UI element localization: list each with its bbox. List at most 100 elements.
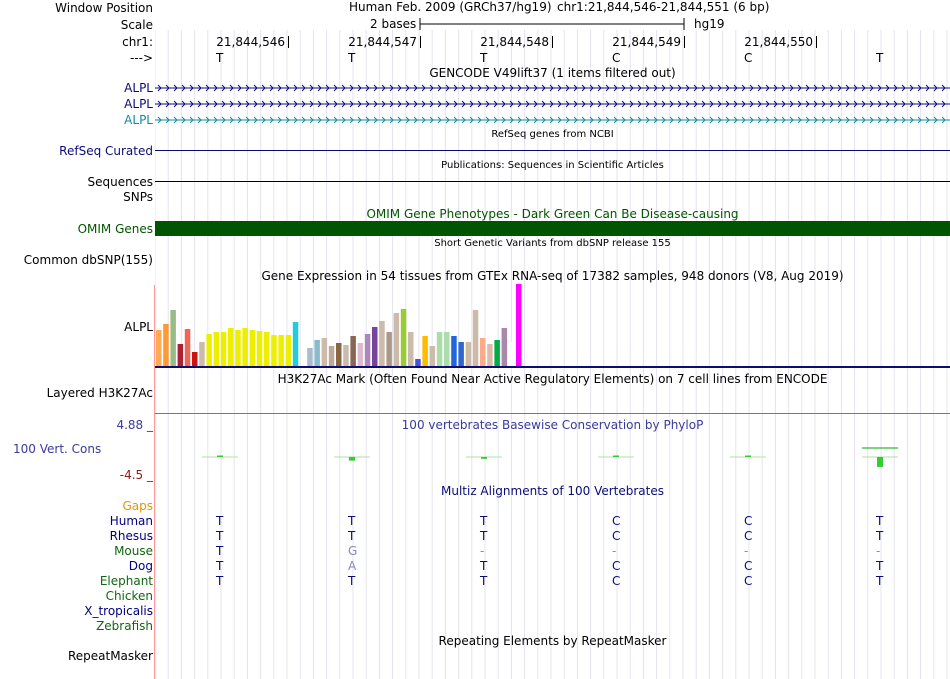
species-label[interactable]: Mouse: [114, 544, 153, 558]
gtex-tissue-bar[interactable]: [213, 332, 220, 366]
gtex-tissue-bar[interactable]: [156, 330, 162, 366]
gtex-tissue-bar[interactable]: [372, 327, 378, 366]
gtex-tissue-bar[interactable]: [256, 331, 263, 366]
alignment-base: G: [348, 544, 358, 558]
phylop-track[interactable]: [155, 430, 950, 470]
snps-label[interactable]: SNPs: [123, 190, 153, 204]
gtex-tissue-bar[interactable]: [292, 322, 299, 366]
species-label[interactable]: Human: [109, 514, 153, 528]
gtex-tissue-bar[interactable]: [501, 328, 508, 366]
phylop-score[interactable]: [466, 456, 502, 459]
gtex-tissue-bar[interactable]: [400, 309, 407, 366]
omim-gene-bar[interactable]: [155, 221, 950, 236]
publications-line[interactable]: [155, 181, 950, 182]
multiz-title[interactable]: Multiz Alignments of 100 Vertebrates: [440, 484, 665, 498]
refseq-gene-line[interactable]: [155, 150, 950, 151]
gtex-tissue-bar[interactable]: [393, 313, 400, 366]
gtex-tissue-bar[interactable]: [350, 336, 356, 366]
gtex-tissue-bar[interactable]: [242, 328, 248, 366]
gtex-tissue-bar[interactable]: [487, 344, 493, 366]
gtex-tissue-bar[interactable]: [199, 342, 205, 366]
gtex-tissue-bar[interactable]: [386, 332, 392, 366]
gtex-tissue-bar[interactable]: [429, 346, 436, 366]
gtex-tissue-bar[interactable]: [458, 342, 464, 366]
gtex-tissue-bar[interactable]: [235, 330, 241, 366]
gtex-tissue-bar[interactable]: [163, 324, 169, 366]
h3k27ac-title[interactable]: H3K27Ac Mark (Often Found Near Active Re…: [277, 372, 828, 386]
gtex-tissue-bar[interactable]: [451, 336, 457, 366]
gtex-tissue-bar[interactable]: [264, 332, 270, 366]
gencode-title[interactable]: GENCODE V49lift37 (1 items filtered out): [429, 66, 676, 80]
gtex-tissue-bar[interactable]: [285, 335, 292, 366]
gtex-tissue-bar[interactable]: [415, 359, 421, 366]
gtex-tissue-bar[interactable]: [408, 332, 414, 366]
species-label[interactable]: Chicken: [105, 589, 153, 603]
omim-title[interactable]: OMIM Gene Phenotypes - Dark Green Can Be…: [366, 207, 739, 221]
gtex-tissue-bar[interactable]: [480, 338, 486, 366]
omim-label[interactable]: OMIM Genes: [77, 222, 153, 236]
gtex-tissue-bar[interactable]: [278, 335, 284, 366]
gtex-tissue-bar[interactable]: [307, 348, 313, 366]
gaps-label[interactable]: Gaps: [122, 499, 153, 513]
gtex-tissue-bar[interactable]: [444, 332, 450, 366]
gtex-bar-chart[interactable]: [155, 284, 950, 370]
species-label[interactable]: Elephant: [99, 574, 153, 588]
gtex-tissue-bar[interactable]: [379, 321, 385, 366]
gtex-tissue-bar[interactable]: [508, 342, 515, 366]
phylop-score[interactable]: [730, 455, 766, 458]
gtex-tissue-bar[interactable]: [206, 334, 212, 366]
gtex-tissue-bar[interactable]: [436, 332, 443, 366]
repeatmasker-title[interactable]: Repeating Elements by RepeatMasker: [438, 634, 667, 648]
publications-title[interactable]: Publications: Sequences in Scientific Ar…: [441, 160, 664, 171]
gtex-tissue-bar[interactable]: [184, 329, 191, 366]
gtex-tissue-bar[interactable]: [249, 330, 256, 366]
gtex-tissue-bar[interactable]: [177, 344, 184, 366]
gtex-tissue-bar[interactable]: [336, 343, 342, 366]
phylop-score[interactable]: [862, 456, 898, 467]
gencode-row-2-label[interactable]: ALPL: [124, 97, 153, 111]
repeatmasker-label[interactable]: RepeatMasker: [67, 649, 153, 663]
phylop-label[interactable]: 100 Vert. Cons: [13, 442, 102, 456]
gencode-row-3-label[interactable]: ALPL: [124, 113, 153, 127]
phylop-score[interactable]: [334, 456, 370, 461]
gencode-row-1-label[interactable]: ALPL: [124, 81, 153, 95]
gencode-transcript[interactable]: [155, 116, 950, 124]
h3k27ac-label[interactable]: Layered H3K27Ac: [46, 386, 153, 400]
gtex-tissue-bar[interactable]: [170, 310, 176, 366]
gtex-tissue-bar[interactable]: [494, 340, 500, 366]
species-label[interactable]: Zebrafish: [96, 619, 153, 633]
gtex-title[interactable]: Gene Expression in 54 tissues from GTEx …: [261, 269, 844, 283]
dbsnp-label[interactable]: Common dbSNP(155): [23, 253, 153, 267]
gtex-tissue-bar[interactable]: [271, 335, 277, 366]
sequences-label[interactable]: Sequences: [87, 175, 153, 189]
alignment-base: T: [876, 514, 884, 528]
phylop-score[interactable]: [598, 455, 634, 458]
gencode-transcript[interactable]: [155, 100, 950, 108]
refseq-title[interactable]: RefSeq genes from NCBI: [491, 129, 614, 140]
gtex-tissue-bar[interactable]: [192, 352, 198, 366]
position-text[interactable]: chr1:21,844,546-21,844,551 (6 bp): [557, 0, 770, 14]
phylop-title[interactable]: 100 vertebrates Basewise Conservation by…: [401, 418, 704, 432]
gtex-tissue-bar[interactable]: [364, 334, 371, 366]
gtex-tissue-bar[interactable]: [343, 345, 349, 366]
dbsnp-title[interactable]: Short Genetic Variants from dbSNP releas…: [434, 238, 671, 249]
gtex-tissue-bar[interactable]: [422, 336, 428, 366]
gtex-tissue-bar[interactable]: [328, 346, 335, 366]
alignment-base: -: [612, 544, 617, 558]
gtex-tissue-bar[interactable]: [321, 338, 328, 366]
gtex-label[interactable]: ALPL: [124, 320, 153, 334]
gencode-transcript-lines[interactable]: [155, 80, 950, 124]
phylop-score[interactable]: [202, 455, 238, 458]
gtex-tissue-bar[interactable]: [357, 343, 364, 366]
refseq-label[interactable]: RefSeq Curated: [59, 144, 153, 158]
gtex-tissue-bar[interactable]: [228, 328, 234, 366]
species-label[interactable]: X_tropicalis: [84, 604, 153, 618]
gtex-tissue-bar[interactable]: [314, 340, 320, 366]
species-label[interactable]: Dog: [128, 559, 153, 573]
gtex-tissue-bar[interactable]: [516, 284, 522, 366]
gencode-transcript[interactable]: [155, 84, 950, 92]
species-label[interactable]: Rhesus: [109, 529, 153, 543]
gtex-tissue-bar[interactable]: [465, 342, 472, 366]
gtex-tissue-bar[interactable]: [220, 332, 227, 366]
gtex-tissue-bar[interactable]: [472, 310, 479, 366]
